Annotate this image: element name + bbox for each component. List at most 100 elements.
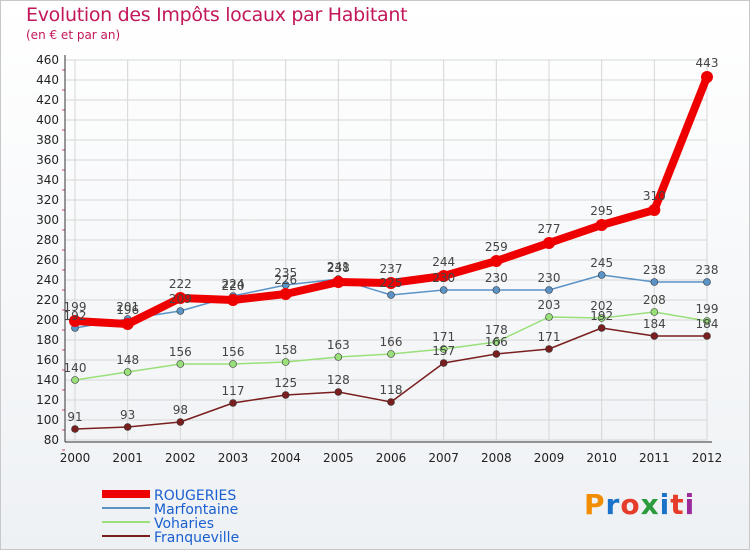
- data-point: [545, 313, 553, 321]
- data-point: [703, 332, 711, 340]
- x-tick-label: 2007: [428, 451, 459, 465]
- data-point: [227, 294, 239, 306]
- logo-letter: x: [640, 488, 660, 521]
- data-point: [595, 219, 608, 231]
- data-point: [437, 270, 450, 282]
- y-tick-label: 260: [36, 253, 59, 267]
- data-label: 171: [432, 330, 455, 344]
- y-tick-label: 200: [36, 313, 59, 327]
- data-label: 230: [432, 271, 455, 285]
- y-tick-label: 280: [36, 233, 59, 247]
- data-label: 208: [643, 293, 666, 307]
- logo-letter: o: [620, 488, 641, 521]
- y-tick-label: 220: [36, 293, 59, 307]
- data-label: 158: [274, 343, 297, 357]
- y-tick-label: 460: [36, 53, 59, 67]
- data-label: 201: [116, 300, 139, 314]
- x-tick-label: 2002: [165, 451, 196, 465]
- data-label: 192: [64, 309, 87, 323]
- data-label: 238: [327, 261, 350, 275]
- axes: [62, 55, 712, 451]
- data-point: [650, 308, 659, 316]
- data-point: [71, 425, 79, 433]
- data-labels: 91 93 98 117 125 128 118 157 166 171 192 184 184 140 1…: [64, 56, 719, 424]
- data-label: 171: [538, 330, 561, 344]
- data-label: 93: [120, 408, 135, 422]
- data-point: [123, 368, 132, 376]
- data-point: [650, 332, 659, 340]
- x-tick-label: 2003: [218, 451, 249, 465]
- data-point: [387, 398, 395, 406]
- data-label: 184: [643, 317, 666, 331]
- data-point: [334, 353, 343, 361]
- data-point: [597, 324, 606, 332]
- data-label: 224: [222, 277, 245, 291]
- legend-label: ROUGERIES: [154, 488, 236, 504]
- data-label: 140: [64, 361, 87, 375]
- logo-letter: t: [670, 488, 685, 521]
- y-tick-label: 300: [36, 213, 59, 227]
- data-point: [229, 399, 237, 407]
- legend-label: Voharies: [154, 516, 214, 532]
- data-label: 178: [485, 323, 508, 337]
- data-label: 203: [538, 298, 561, 312]
- data-label: 241: [327, 260, 350, 274]
- data-label: 202: [590, 299, 613, 313]
- chart-title: Evolution des Impôts locaux par Habitant: [26, 4, 408, 26]
- data-label: 238: [696, 263, 719, 277]
- data-point: [492, 338, 501, 346]
- x-tick-label: 2000: [60, 451, 91, 465]
- data-label: 235: [274, 266, 297, 280]
- y-tick-label: 160: [36, 353, 59, 367]
- data-label: 245: [590, 256, 613, 270]
- data-label: 128: [327, 373, 350, 387]
- grid-lines: [65, 59, 708, 441]
- data-point: [69, 315, 81, 327]
- y-tick-label: 140: [36, 373, 59, 387]
- data-point: [703, 317, 711, 325]
- y-tick-label: 120: [36, 393, 59, 407]
- x-tick-label: 2008: [481, 451, 512, 465]
- x-tick-label: 2009: [534, 451, 565, 465]
- data-label: 238: [643, 263, 666, 277]
- logo-letter: r: [605, 488, 621, 521]
- data-point: [385, 277, 397, 289]
- data-label: 199: [696, 302, 719, 316]
- data-point: [648, 204, 661, 216]
- data-label: 148: [116, 353, 139, 367]
- logo-letter: i: [659, 488, 671, 521]
- data-point: [439, 345, 448, 353]
- data-label: 244: [432, 255, 455, 269]
- data-label: 222: [169, 277, 192, 291]
- data-point: [281, 358, 290, 366]
- data-point: [176, 418, 185, 426]
- y-tick-label: 440: [36, 73, 59, 87]
- data-point: [492, 286, 501, 294]
- data-point: [123, 423, 132, 431]
- y-tick-label: 340: [36, 173, 59, 187]
- data-label: 117: [222, 384, 245, 398]
- data-label: 209: [169, 292, 192, 306]
- logo-letter: P: [584, 488, 606, 521]
- data-label: 225: [380, 276, 403, 290]
- y-tick-label: 420: [36, 93, 59, 107]
- data-label: 295: [590, 204, 613, 218]
- data-label: 259: [485, 240, 508, 254]
- data-point: [121, 318, 134, 330]
- y-tick-label: 400: [36, 113, 59, 127]
- y-tick-label: 380: [36, 133, 59, 147]
- y-tick-label: 180: [36, 333, 59, 347]
- data-point: [545, 345, 553, 353]
- data-label: 156: [169, 345, 192, 359]
- data-label: 184: [696, 317, 719, 331]
- data-label: 226: [274, 273, 297, 287]
- y-tick-label: 80: [44, 433, 59, 447]
- data-point: [490, 255, 503, 267]
- data-label: 230: [538, 271, 561, 285]
- data-point: [597, 314, 606, 322]
- data-point: [174, 292, 187, 304]
- data-label: 220: [222, 279, 245, 293]
- x-tick-label: 2012: [692, 451, 723, 465]
